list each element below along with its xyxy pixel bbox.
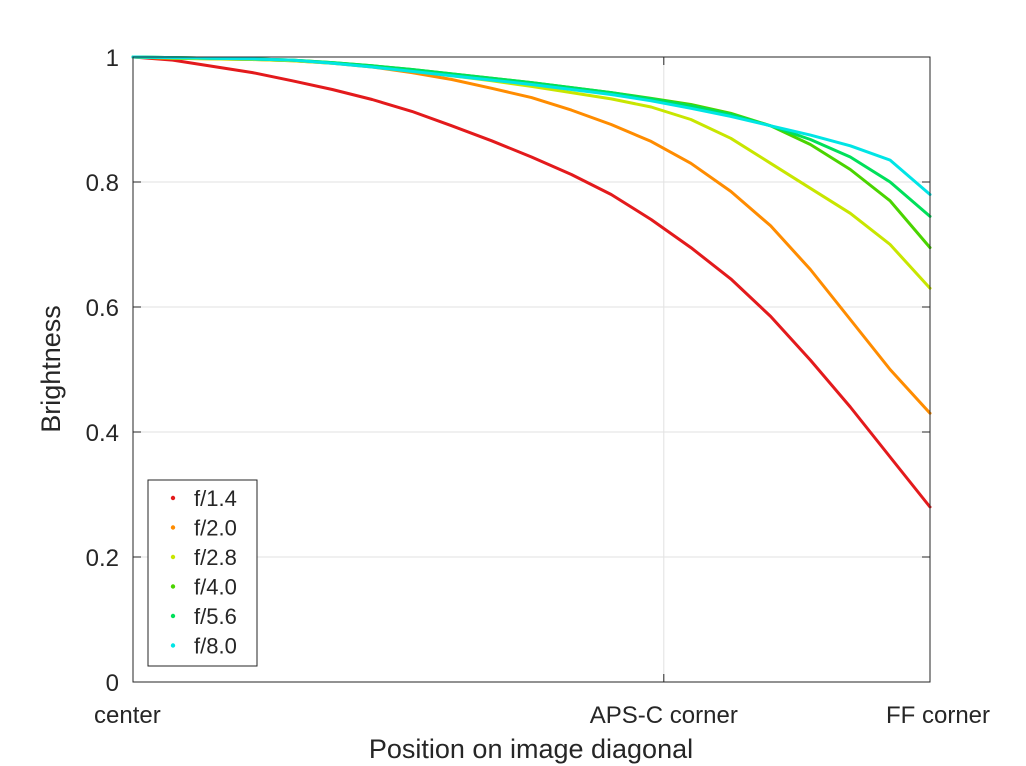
series-line-1 xyxy=(131,55,932,509)
series-line-6 xyxy=(131,55,932,196)
x-axis-label: Position on image diagonal xyxy=(369,734,693,764)
legend-marker xyxy=(170,643,176,648)
plot-frame xyxy=(132,56,931,683)
legend-label: f/5.6 xyxy=(194,604,237,629)
y-tick-label: 0 xyxy=(106,670,119,697)
legend-label: f/8.0 xyxy=(194,634,237,659)
axis-ticks: 0 0.2 0.4 0.6 0.8 1 center APS-C corner FF corne… xyxy=(86,45,990,729)
y-tick-label: 1 xyxy=(106,45,119,72)
series-line-5 xyxy=(131,55,932,218)
legend: f/1.4 f/2.0 f/2.8 f/4.0 f/5.6 f/8.0 xyxy=(147,479,258,667)
legend-marker xyxy=(170,554,176,560)
legend-label: f/2.0 xyxy=(194,516,237,541)
legend-marker xyxy=(170,495,176,501)
legend-box xyxy=(147,479,258,667)
x-tick-label: FF corner xyxy=(886,702,990,729)
grid-lines xyxy=(133,57,930,682)
series-line-3 xyxy=(131,55,932,290)
legend-label: f/2.8 xyxy=(194,545,237,570)
legend-label: f/1.4 xyxy=(194,486,237,511)
x-tick-label: center xyxy=(94,702,161,729)
legend-marker xyxy=(170,525,176,530)
legend-marker xyxy=(170,613,176,619)
x-tick-label: APS-C corner xyxy=(590,702,738,729)
legend-marker xyxy=(170,584,176,589)
y-tick-label: 0.2 xyxy=(86,545,119,572)
y-tick-label: 0.6 xyxy=(86,295,119,322)
data-series xyxy=(131,55,932,509)
y-tick-label: 0.4 xyxy=(86,420,119,447)
legend-label: f/4.0 xyxy=(194,575,237,600)
y-axis-label: Brightness xyxy=(36,305,66,433)
y-tick-label: 0.8 xyxy=(86,170,119,197)
